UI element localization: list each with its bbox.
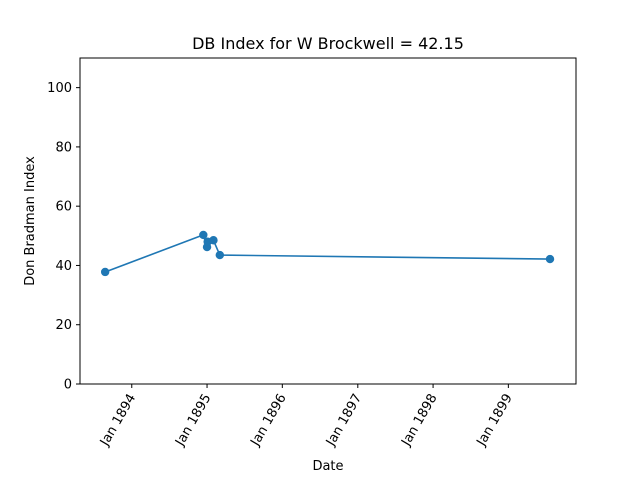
y-tick-label: 80 [55,140,72,155]
data-point [199,230,208,240]
data-point [209,236,218,245]
y-axis-label: Don Bradman Index [23,156,38,286]
y-tick-label: 40 [55,259,72,274]
y-tick-label: 0 [64,378,72,393]
plot-frame [79,57,577,385]
y-tick-label: 20 [55,318,72,333]
data-point [545,254,555,264]
x-axis-label: Date [312,459,343,474]
data-point [215,250,225,260]
y-tick-label: 60 [55,200,72,215]
y-tick-label: 100 [47,81,72,96]
chart-title: DB Index for W Brockwell = 42.15 [192,34,464,53]
data-point [100,267,110,277]
